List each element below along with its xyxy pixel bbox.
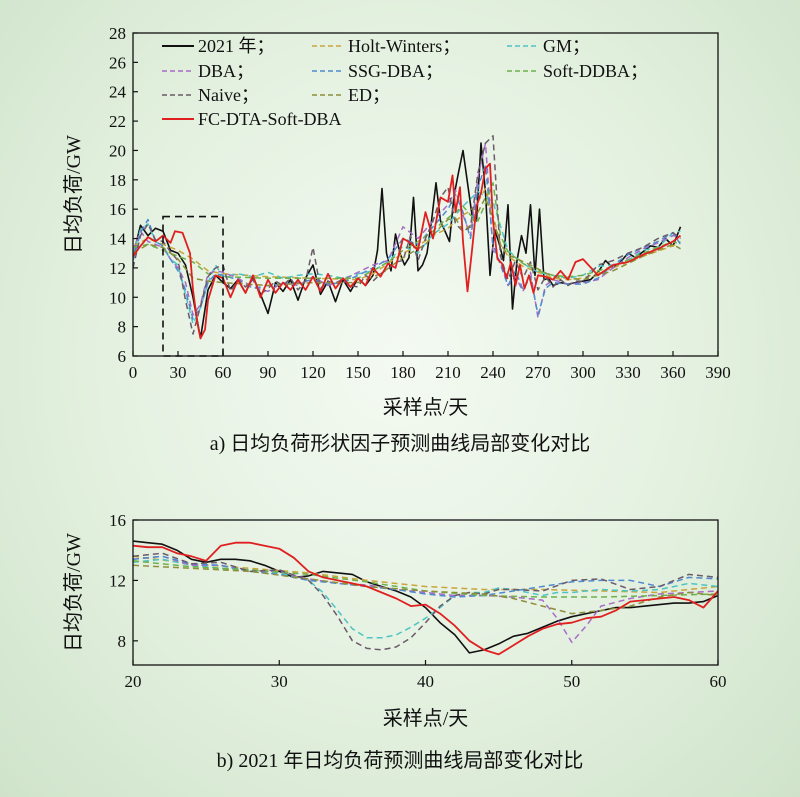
y-tick-label: 26 [109, 53, 126, 72]
series-line-soft-ddba [133, 182, 681, 279]
x-tick-label: 180 [390, 363, 416, 382]
y-axis-title: 日均负荷/GW [62, 135, 85, 254]
x-tick-label: 30 [170, 363, 187, 382]
series-line-2021 [133, 540, 718, 654]
y-tick-label: 12 [109, 259, 126, 278]
x-tick-label: 240 [480, 363, 506, 382]
x-tick-label: 390 [705, 363, 731, 382]
x-tick-label: 30 [271, 672, 288, 691]
series-line-gm [133, 190, 681, 325]
legend-label: Soft-DDBA； [543, 61, 648, 81]
legend: 2021 年； Holt-Winters； GM； DBA； SSG-DBA； Soft-… [162, 36, 648, 129]
series-line-naive [133, 552, 718, 651]
legend-label: DBA； [198, 61, 254, 81]
x-tick-label: 0 [129, 363, 138, 382]
legend-label: GM； [543, 36, 590, 56]
x-tick-label: 210 [435, 363, 461, 382]
y-tick-label: 22 [109, 112, 126, 131]
series-group [133, 540, 718, 656]
series-line-ed [133, 196, 681, 287]
series-line-fc-dta-soft-dba [133, 162, 682, 340]
legend-label: SSG-DBA； [348, 61, 443, 81]
y-tick-label: 14 [109, 230, 127, 249]
y-tick-label: 28 [109, 24, 126, 43]
x-axis-title: 采样点/天 [383, 707, 469, 730]
x-tick-label: 40 [417, 672, 434, 691]
series-line-fc-dta-soft-dba [133, 541, 718, 656]
series-line-dba [133, 555, 718, 644]
x-tick-label: 60 [215, 363, 232, 382]
y-tick-label: 24 [109, 83, 127, 102]
series-line-dba [133, 142, 681, 319]
y-tick-label: 6 [118, 347, 127, 366]
figure-caption: b) 2021 年日均负荷预测曲线局部变化对比 [217, 749, 584, 772]
y-tick-label: 8 [118, 632, 127, 651]
panel-a: 0 30 60 90 120 150 180 210 240 270 300 330 360 390 6 8 1… [62, 24, 731, 455]
x-tick-label: 50 [563, 672, 580, 691]
x-tick-label: 120 [300, 363, 326, 382]
panel-b: 20 30 40 50 60 8 12 16 采样点/天 日均负荷/GW b) 2021 年日均负荷… [62, 511, 727, 772]
legend-label: FC-DTA-Soft-DBA [198, 109, 342, 129]
x-tick-label: 300 [570, 363, 596, 382]
x-tick-label: 20 [125, 672, 142, 691]
legend-label: ED； [348, 85, 390, 105]
x-tick-label: 270 [525, 363, 551, 382]
y-tick-label: 20 [109, 141, 126, 160]
y-tick-label: 12 [109, 571, 126, 590]
legend-label: Holt-Winters； [348, 36, 460, 56]
x-tick-label: 60 [710, 672, 727, 691]
y-axis-title: 日均负荷/GW [62, 533, 85, 652]
y-tick-label: 16 [109, 200, 126, 219]
series-line-ssg-dba [133, 164, 682, 321]
plot-frame [132, 32, 719, 357]
y-tick-label: 10 [109, 288, 126, 307]
legend-label: Naive； [198, 85, 259, 105]
x-tick-label: 150 [345, 363, 371, 382]
legend-label: 2021 年； [198, 36, 275, 56]
plot-frame [132, 519, 719, 666]
series-line-ssg-dba [133, 555, 718, 598]
series-line-naive [133, 135, 681, 335]
x-axis-title: 采样点/天 [383, 396, 469, 419]
y-tick-label: 8 [118, 318, 127, 337]
x-tick-label: 330 [615, 363, 641, 382]
y-tick-label: 18 [109, 171, 126, 190]
x-tick-label: 90 [260, 363, 277, 382]
figure-caption: a) 日均负荷形状因子预测曲线局部变化对比 [210, 432, 591, 455]
series-group [133, 135, 682, 340]
series-line-holt-winters [133, 555, 718, 594]
x-tick-label: 360 [660, 363, 686, 382]
y-tick-label: 16 [109, 511, 126, 530]
